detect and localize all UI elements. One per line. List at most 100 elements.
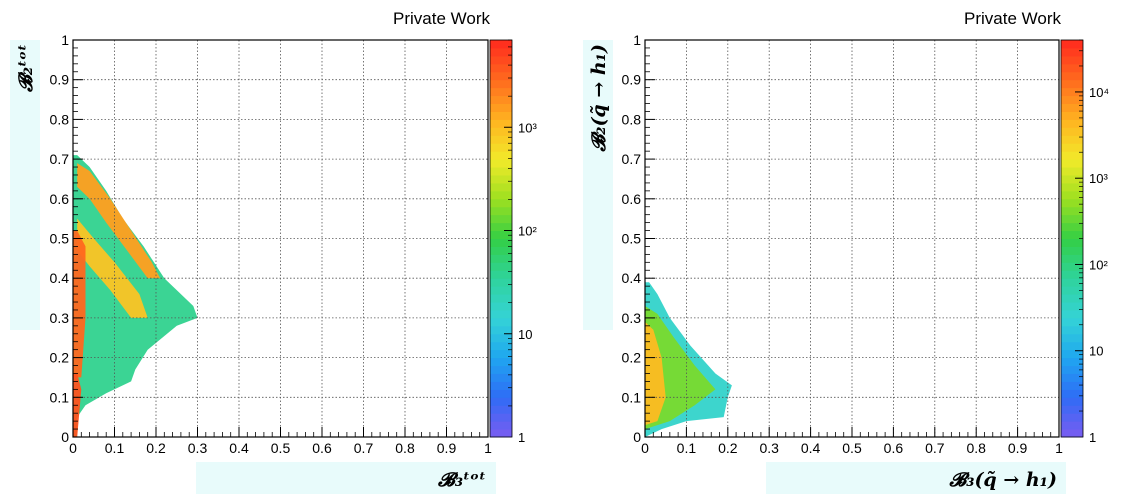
color-scale-segment bbox=[490, 222, 512, 232]
grid bbox=[73, 40, 488, 437]
color-scale-segment bbox=[1061, 254, 1083, 263]
color-scale-segment bbox=[1061, 373, 1083, 382]
z-tick-label: 10² bbox=[518, 224, 537, 239]
x-tick-label: 0.5 bbox=[842, 440, 862, 456]
color-scale-segment bbox=[1061, 294, 1083, 303]
color-scale-segment bbox=[1061, 71, 1083, 81]
z-tick-label: 1 bbox=[1089, 430, 1096, 445]
y-tick-label: 1 bbox=[61, 32, 69, 48]
color-scale-segment bbox=[490, 63, 512, 73]
color-scale-segment bbox=[490, 87, 512, 97]
private-work-banner: Private Work bbox=[393, 9, 490, 28]
color-scale-segment bbox=[1061, 317, 1083, 327]
color-scale-segment bbox=[1061, 429, 1083, 438]
x-tick-label: 0.7 bbox=[354, 440, 374, 456]
color-scale-segment bbox=[490, 349, 512, 359]
color-scale-segment bbox=[490, 159, 512, 168]
heatmap-region-2 bbox=[77, 163, 161, 279]
color-scale-segment bbox=[490, 254, 512, 263]
y-axis-title-band bbox=[583, 40, 613, 330]
y-tick-label: 0 bbox=[633, 429, 641, 445]
color-scale-segment bbox=[490, 278, 512, 287]
color-scale-segment bbox=[490, 294, 512, 303]
x-tick-label: 0.7 bbox=[925, 440, 945, 456]
color-scale-segment bbox=[490, 341, 512, 351]
color-scale-segment bbox=[1061, 230, 1083, 239]
y-tick-label: 1 bbox=[633, 32, 641, 48]
color-scale-segment bbox=[490, 111, 512, 120]
color-scale-segment bbox=[490, 333, 512, 343]
x-tick-label: 0.2 bbox=[718, 440, 738, 456]
x-tick-label: 1 bbox=[484, 440, 492, 456]
color-scale-segment bbox=[490, 373, 512, 382]
color-scale-segment bbox=[490, 55, 512, 65]
z-tick-label: 10 bbox=[1089, 344, 1103, 359]
x-tick-label: 0 bbox=[69, 440, 77, 456]
color-scale-segment bbox=[490, 40, 512, 49]
color-scale-segment bbox=[1061, 151, 1083, 160]
color-scale-segment bbox=[1061, 405, 1083, 414]
color-scale-segment bbox=[490, 182, 512, 192]
x-axis-title-band bbox=[196, 462, 496, 494]
color-scale-segment bbox=[1061, 325, 1083, 335]
x-tick-label: 0.3 bbox=[759, 440, 779, 456]
x-tick-label: 0.2 bbox=[146, 440, 166, 456]
x-axis-title-band bbox=[766, 462, 1066, 494]
color-scale-segment bbox=[1061, 309, 1083, 319]
color-scale-segment bbox=[490, 302, 512, 311]
color-scale-segment bbox=[490, 397, 512, 406]
heatmap-panel-2: 0 0.1 0.2 0.3 0.4 0.5 0.6 0.7 0.8 0.9 100.10.20.30… bbox=[583, 9, 1109, 494]
color-scale-segment bbox=[1061, 174, 1083, 184]
color-scale-segment bbox=[1061, 55, 1083, 65]
color-scale-segment bbox=[1061, 413, 1083, 422]
color-scale-segment bbox=[1061, 103, 1083, 112]
color-scale-segment bbox=[490, 143, 512, 152]
y-tick-label: 0.9 bbox=[50, 72, 70, 88]
color-scale-segment bbox=[1061, 302, 1083, 311]
y-tick-label: 0.8 bbox=[50, 111, 70, 127]
y-axis-title-band bbox=[10, 40, 40, 330]
color-scale-segment bbox=[490, 79, 512, 89]
color-scale-segment bbox=[1061, 190, 1083, 200]
z-tick-label: 10⁴ bbox=[1089, 85, 1109, 100]
private-work-banner: Private Work bbox=[964, 9, 1061, 28]
heatmap-regions bbox=[645, 282, 732, 437]
color-scale-segment bbox=[490, 127, 512, 136]
color-scale-segment bbox=[490, 381, 512, 390]
y-tick-label: 0.4 bbox=[622, 270, 642, 286]
color-scale-segment bbox=[1061, 333, 1083, 343]
color-scale-segment bbox=[1061, 79, 1083, 89]
color-scale-segment bbox=[1061, 222, 1083, 232]
y-tick-label: 0.2 bbox=[50, 350, 70, 366]
x-tick-label: 0.8 bbox=[395, 440, 415, 456]
y-tick-label: 0.5 bbox=[50, 231, 70, 247]
color-scale-segment bbox=[490, 103, 512, 112]
z-tick-label: 10³ bbox=[518, 120, 537, 135]
y-tick-label: 0.7 bbox=[622, 151, 642, 167]
color-scale-segment bbox=[490, 71, 512, 81]
color-scale-segment bbox=[1061, 167, 1083, 176]
color-scale-bar: 1 10 10² 10³ 10⁴ bbox=[1060, 39, 1109, 445]
y-axis-title: 𝓑₂ᵗᵒᵗ bbox=[15, 44, 37, 93]
color-scale-segment bbox=[1061, 262, 1083, 271]
color-scale-segment bbox=[490, 230, 512, 239]
color-scale-segment bbox=[1061, 111, 1083, 120]
color-scale-segment bbox=[1061, 182, 1083, 192]
y-tick-label: 0.6 bbox=[622, 191, 642, 207]
color-scale-segment bbox=[490, 413, 512, 422]
y-tick-label: 0.5 bbox=[622, 231, 642, 247]
color-scale-segment bbox=[1061, 214, 1083, 224]
color-scale-segment bbox=[490, 317, 512, 327]
color-scale-segment bbox=[490, 357, 512, 367]
color-scale-segment bbox=[1061, 357, 1083, 367]
x-tick-label: 0.6 bbox=[312, 440, 332, 456]
color-scale-segment bbox=[490, 325, 512, 335]
color-scale-segment bbox=[1061, 381, 1083, 390]
x-tick-label: 0.3 bbox=[188, 440, 208, 456]
color-scale-segment bbox=[490, 365, 512, 374]
grid bbox=[645, 40, 1059, 437]
color-scale-frame bbox=[489, 39, 513, 438]
color-scale-segment bbox=[1061, 365, 1083, 374]
color-scale-segment bbox=[490, 270, 512, 279]
